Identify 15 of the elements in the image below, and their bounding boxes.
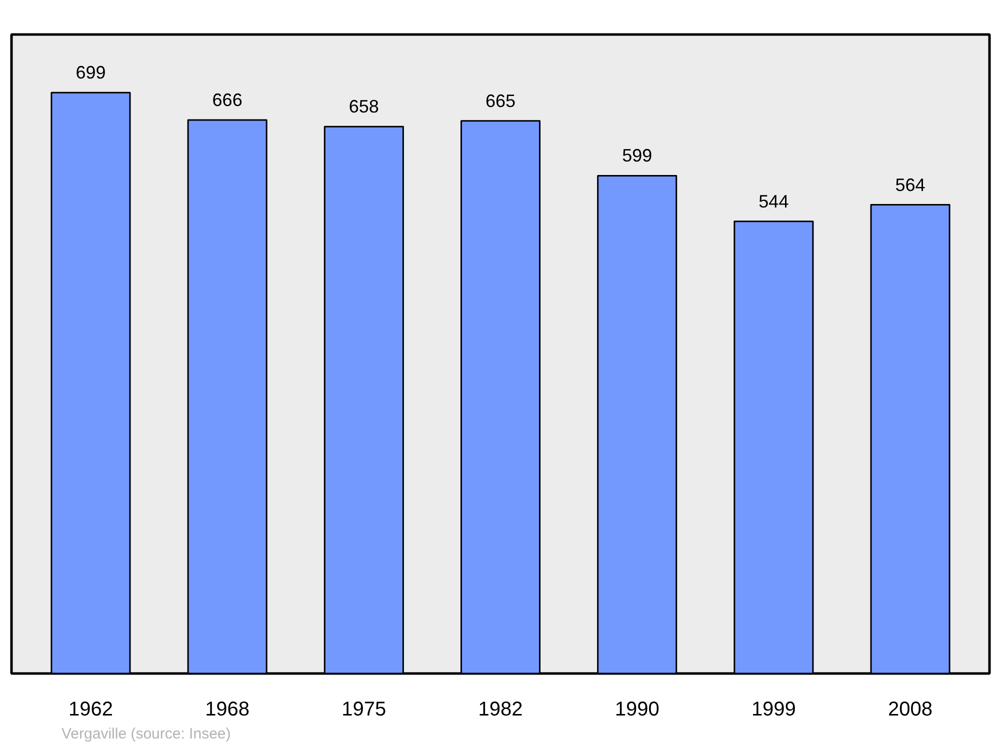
data-label: 665 [485, 90, 516, 111]
x-tick-label: 1999 [751, 698, 796, 720]
x-tick-label: 1990 [614, 698, 660, 720]
x-tick-label: 1982 [478, 698, 523, 720]
data-label: 599 [622, 146, 652, 166]
text: Vergaville (source: Insee) [62, 726, 231, 742]
x-tick-label: 1962 [68, 698, 113, 720]
data-label: 564 [895, 174, 926, 195]
x-tick-label: 1975 [342, 698, 386, 720]
data-label: 666 [212, 90, 242, 110]
data-label: 658 [348, 96, 379, 117]
data-label: 699 [76, 62, 106, 83]
x-tick-label: 2008 [888, 698, 933, 720]
data-label: 544 [758, 191, 789, 212]
x-tick-label: 1968 [205, 698, 250, 720]
